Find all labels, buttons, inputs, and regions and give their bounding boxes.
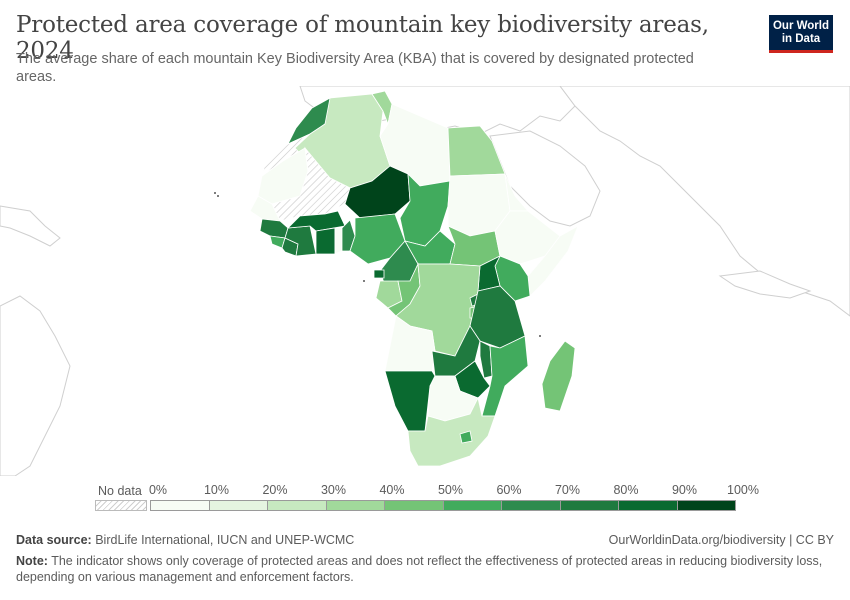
legend-bin-7[interactable] — [559, 500, 619, 511]
legend-tick-1: 10% — [203, 483, 230, 497]
legend-tick-5: 50% — [437, 483, 464, 497]
source-url[interactable]: OurWorldinData.org/biodiversity | CC BY — [608, 533, 834, 547]
country-somalia[interactable] — [527, 225, 579, 297]
chart-note: Note: The indicator shows only coverage … — [16, 553, 836, 585]
country-nigeria[interactable] — [349, 213, 406, 265]
landmass-central-america — [0, 205, 61, 247]
data-source-text[interactable]: BirdLife International, IUCN and UNEP-WC… — [95, 533, 355, 547]
legend-bin-1[interactable] — [208, 500, 268, 511]
data-source: Data source: BirdLife International, IUC… — [16, 532, 354, 548]
landmass-asia — [559, 86, 850, 317]
legend-bin-8[interactable] — [618, 500, 678, 511]
note-label: Note: — [16, 554, 48, 568]
country-equatorial-guinea[interactable] — [373, 269, 385, 279]
africa-countries — [249, 90, 579, 467]
legend-tick-6: 60% — [496, 483, 522, 497]
legend-bin-9[interactable] — [676, 500, 736, 511]
legend-tick-0: 0% — [148, 483, 168, 497]
legend-no-data-swatch[interactable] — [95, 500, 147, 511]
country-egypt[interactable] — [447, 125, 506, 177]
legend-bins — [150, 500, 750, 511]
landmass-indonesia — [718, 270, 812, 299]
data-source-label: Data source: — [16, 533, 92, 547]
chart-title: Protected area coverage of mountain key … — [16, 12, 709, 64]
legend-bin-4[interactable] — [384, 500, 444, 511]
landmass-south-america — [0, 295, 71, 476]
legend-bin-3[interactable] — [325, 500, 385, 511]
legend-tick-8: 80% — [613, 483, 639, 497]
island-cape-verde-2 — [217, 195, 219, 197]
legend-tick-7: 70% — [554, 483, 581, 497]
legend-tick-9: 90% — [671, 483, 698, 497]
logo-line-1: Our World — [772, 20, 829, 32]
note-text: The indicator shows only coverage of pro… — [16, 554, 823, 584]
color-legend: No data 0% 10% 20% 30% 40% 50% 60% 70% 80% 90% 100… — [90, 480, 790, 520]
country-south-africa[interactable] — [407, 396, 496, 467]
legend-bin-6[interactable] — [501, 500, 561, 511]
country-togo[interactable] — [334, 227, 343, 255]
island-comoros — [539, 335, 541, 337]
legend-bin-0[interactable] — [150, 500, 210, 511]
islands — [214, 192, 541, 337]
country-malawi[interactable] — [479, 340, 493, 379]
legend-bin-2[interactable] — [267, 500, 327, 511]
legend-no-data-label: No data — [98, 484, 142, 498]
legend-bin-5[interactable] — [442, 500, 502, 511]
legend-tick-2: 20% — [262, 483, 288, 497]
legend-tick-10: 100% — [727, 483, 759, 497]
logo-line-2: in Data — [781, 33, 821, 45]
island-sao-tome — [363, 280, 365, 282]
country-madagascar[interactable] — [541, 340, 576, 412]
legend-tick-4: 40% — [379, 483, 405, 497]
legend-tick-3: 30% — [320, 483, 347, 497]
island-cape-verde — [214, 192, 216, 194]
owid-logo[interactable]: Our World in Data — [769, 15, 833, 53]
chart-subtitle: The average share of each mountain Key B… — [16, 51, 694, 85]
country-guinea[interactable] — [259, 218, 289, 239]
country-lesotho[interactable] — [459, 430, 473, 444]
country-ghana[interactable] — [315, 227, 336, 255]
choropleth-map — [0, 86, 850, 476]
